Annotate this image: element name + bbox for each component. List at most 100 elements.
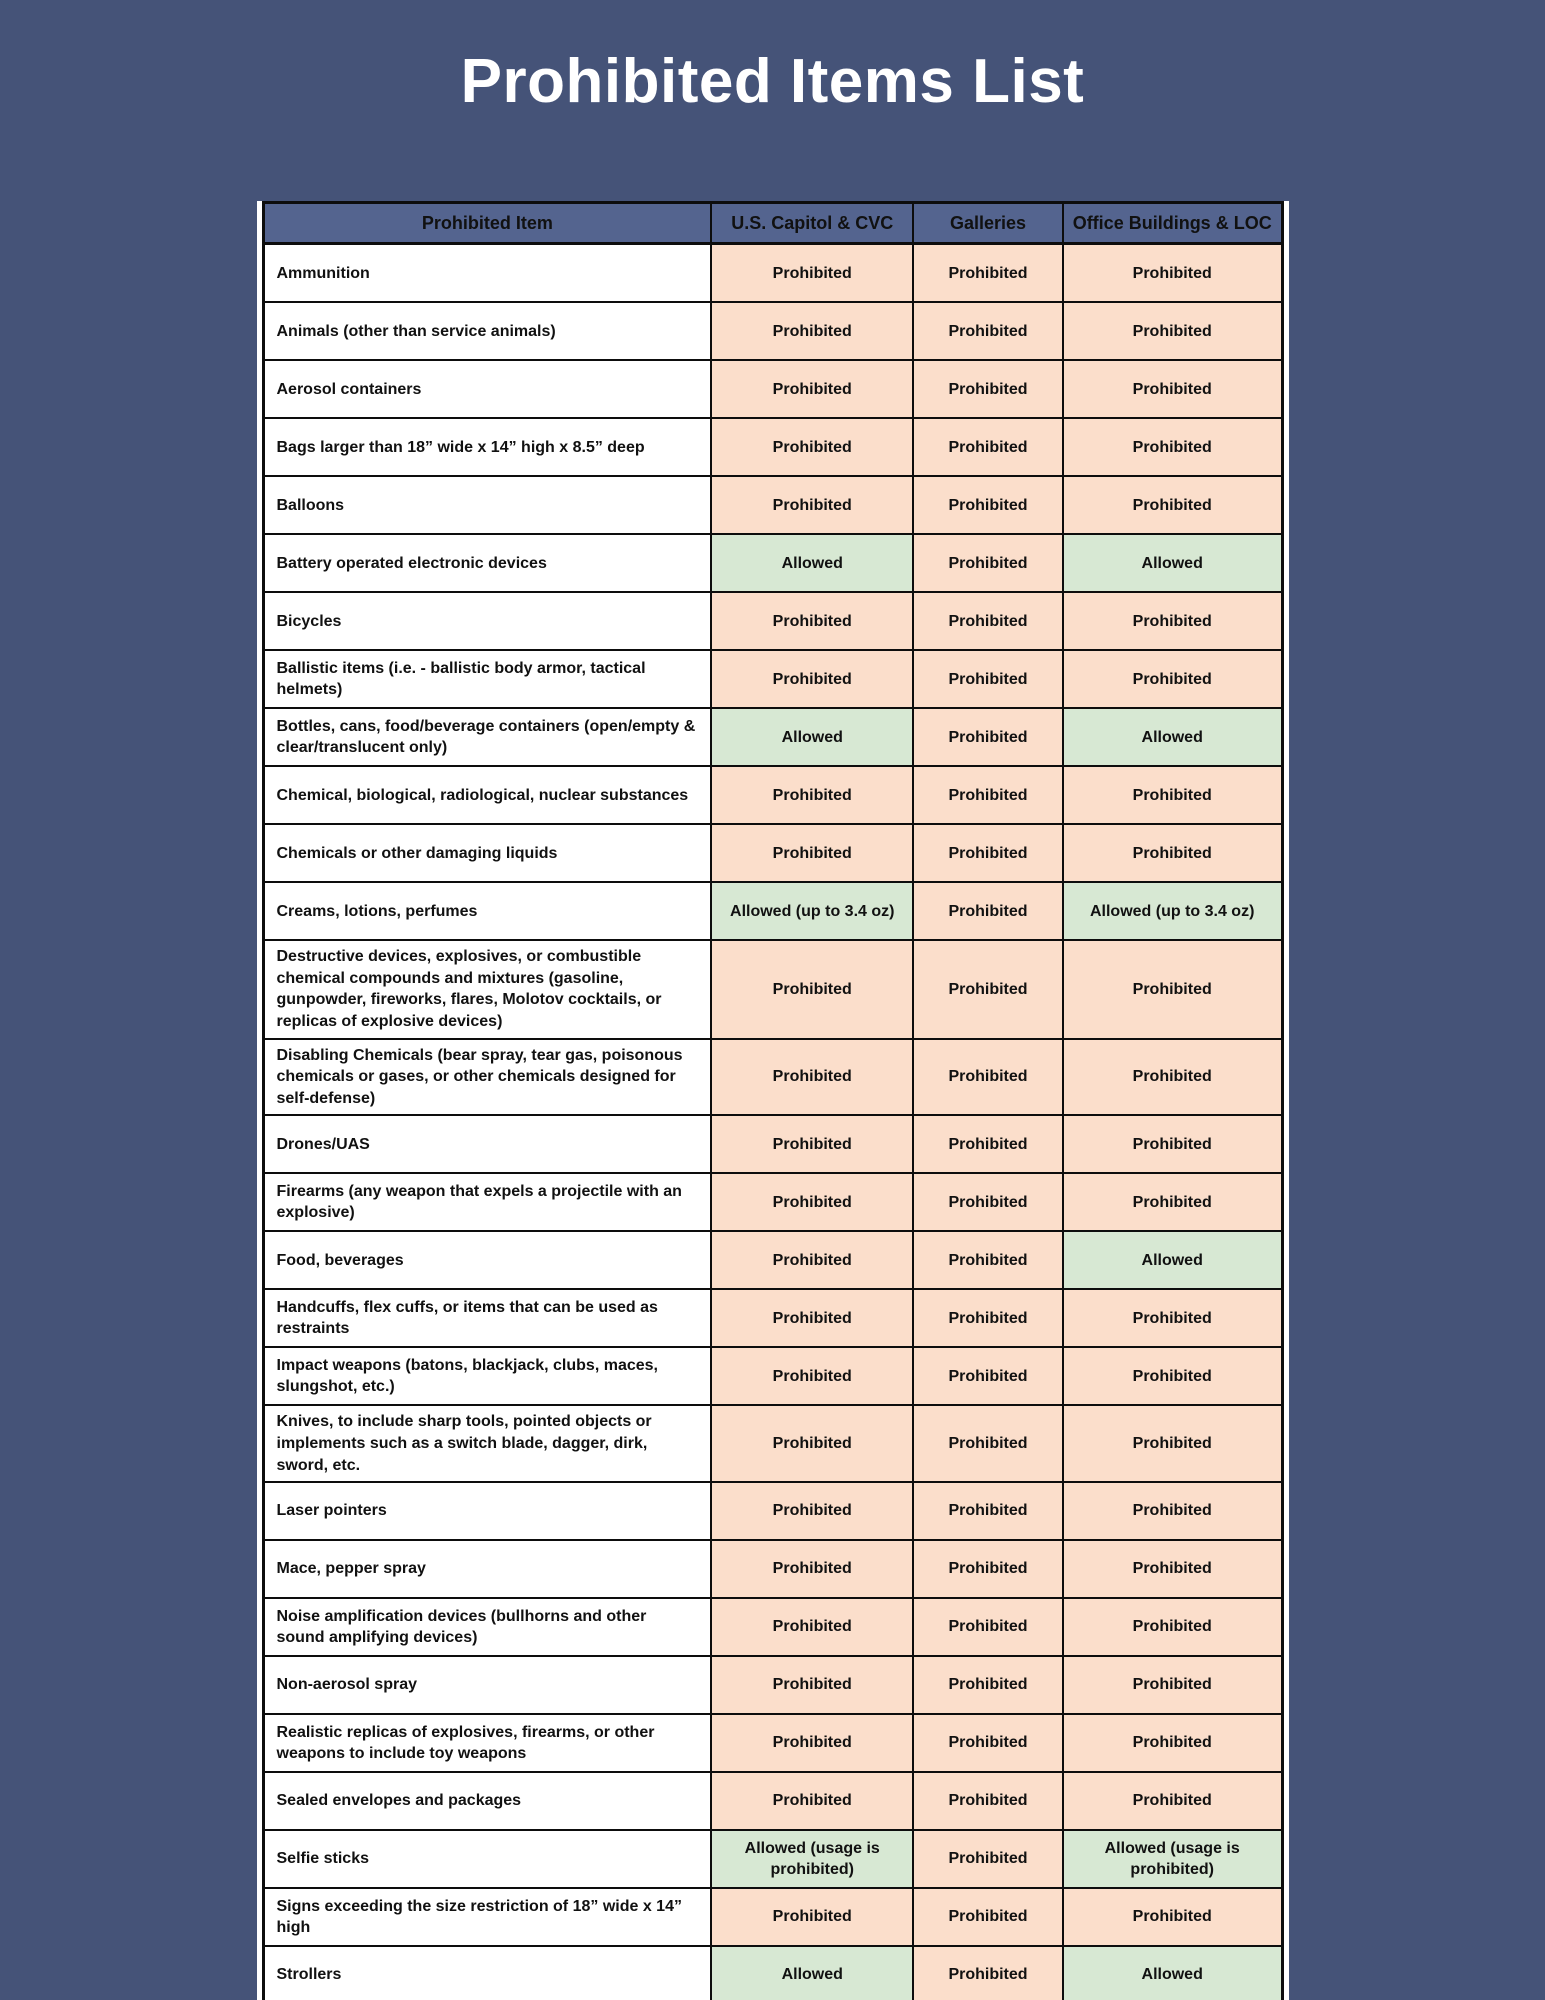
status-cell-galleries: Prohibited [912, 1945, 1064, 2000]
item-cell: Disabling Chemicals (bear spray, tear ga… [261, 1037, 713, 1117]
status-cell-office: Allowed (up to 3.4 oz) [1061, 881, 1284, 942]
status-cell-galleries: Prohibited [912, 475, 1064, 536]
prohibited-items-table-wrapper: Prohibited Item U.S. Capitol & CVC Galle… [256, 201, 1289, 2000]
status-cell-capitol: Prohibited [710, 1037, 915, 1117]
status-cell-capitol: Prohibited [710, 1114, 915, 1175]
item-cell: Sealed envelopes and packages [261, 1771, 713, 1832]
status-cell-capitol: Prohibited [710, 417, 915, 478]
status-cell-galleries: Prohibited [912, 1404, 1064, 1484]
status-cell-office: Prohibited [1061, 649, 1284, 710]
status-cell-galleries: Prohibited [912, 359, 1064, 420]
status-cell-office: Prohibited [1061, 1771, 1284, 1832]
status-cell-galleries: Prohibited [912, 1655, 1064, 1716]
status-cell-capitol: Allowed (usage is prohibited) [710, 1829, 915, 1890]
item-cell: Signs exceeding the size restriction of … [261, 1887, 713, 1948]
status-cell-galleries: Prohibited [912, 823, 1064, 884]
item-cell: Battery operated electronic devices [261, 533, 713, 594]
status-cell-office: Prohibited [1061, 242, 1284, 304]
status-cell-office: Prohibited [1061, 1597, 1284, 1658]
status-cell-office: Allowed [1061, 1230, 1284, 1291]
table-row: Balloons Prohibited Prohibited Prohibited [261, 475, 1284, 536]
item-cell: Chemical, biological, radiological, nucl… [261, 765, 713, 826]
table-row: Sealed envelopes and packages Prohibited P… [261, 1771, 1284, 1832]
item-cell: Selfie sticks [261, 1829, 713, 1890]
status-cell-capitol: Prohibited [710, 1230, 915, 1291]
table-row: Creams, lotions, perfumes Allowed (up to … [261, 881, 1284, 942]
page-title: Prohibited Items List [460, 47, 1085, 116]
column-header-galleries: Galleries [912, 201, 1064, 246]
table-row: Firearms (any weapon that expels a proje… [261, 1172, 1284, 1233]
table-row: Bags larger than 18” wide x 14” high x 8… [261, 417, 1284, 478]
table-row: Battery operated electronic devices Allow… [261, 533, 1284, 594]
item-cell: Bicycles [261, 591, 713, 652]
table-row: Destructive devices, explosives, or comb… [261, 939, 1284, 1040]
status-cell-capitol: Prohibited [710, 649, 915, 710]
status-cell-galleries: Prohibited [912, 1230, 1064, 1291]
status-cell-galleries: Prohibited [912, 417, 1064, 478]
status-cell-capitol: Prohibited [710, 475, 915, 536]
table-row: Chemical, biological, radiological, nucl… [261, 765, 1284, 826]
table-row: Impact weapons (batons, blackjack, clubs… [261, 1346, 1284, 1407]
table-row: Strollers Allowed Prohibited Allowed [261, 1945, 1284, 2000]
status-cell-office: Prohibited [1061, 1887, 1284, 1948]
status-cell-capitol: Prohibited [710, 1481, 915, 1542]
status-cell-capitol: Prohibited [710, 1346, 915, 1407]
prohibited-items-table: Prohibited Item U.S. Capitol & CVC Galle… [261, 201, 1284, 2000]
status-cell-office: Prohibited [1061, 939, 1284, 1040]
status-cell-office: Prohibited [1061, 1481, 1284, 1542]
status-cell-office: Prohibited [1061, 591, 1284, 652]
status-cell-capitol: Prohibited [710, 1597, 915, 1658]
status-cell-galleries: Prohibited [912, 1172, 1064, 1233]
item-cell: Laser pointers [261, 1481, 713, 1542]
item-cell: Realistic replicas of explosives, firear… [261, 1713, 713, 1774]
status-cell-galleries: Prohibited [912, 649, 1064, 710]
table-row: Food, beverages Prohibited Prohibited Allow… [261, 1230, 1284, 1291]
status-cell-capitol: Allowed [710, 707, 915, 768]
status-cell-office: Prohibited [1061, 359, 1284, 420]
status-cell-office: Prohibited [1061, 1037, 1284, 1117]
status-cell-capitol: Prohibited [710, 1288, 915, 1349]
item-cell: Ammunition [261, 242, 713, 304]
status-cell-capitol: Prohibited [710, 242, 915, 304]
table-row: Knives, to include sharp tools, pointed … [261, 1404, 1284, 1484]
status-cell-capitol: Allowed [710, 533, 915, 594]
column-header-us-capitol-cvc: U.S. Capitol & CVC [710, 201, 915, 246]
status-cell-galleries: Prohibited [912, 1713, 1064, 1774]
table-row: Ammunition Prohibited Prohibited Prohibited [261, 242, 1284, 304]
status-cell-office: Prohibited [1061, 823, 1284, 884]
status-cell-galleries: Prohibited [912, 1771, 1064, 1832]
status-cell-office: Prohibited [1061, 765, 1284, 826]
status-cell-capitol: Prohibited [710, 591, 915, 652]
table-row: Non-aerosol spray Prohibited Prohibited Pro… [261, 1655, 1284, 1716]
status-cell-capitol: Prohibited [710, 1771, 915, 1832]
table-row: Animals (other than service animals) Proh… [261, 301, 1284, 362]
item-cell: Strollers [261, 1945, 713, 2000]
table-row: Bicycles Prohibited Prohibited Prohibited [261, 591, 1284, 652]
status-cell-office: Prohibited [1061, 1346, 1284, 1407]
table-row: Selfie sticks Allowed (usage is prohibite… [261, 1829, 1284, 1890]
item-cell: Noise amplification devices (bullhorns a… [261, 1597, 713, 1658]
status-cell-galleries: Prohibited [912, 533, 1064, 594]
item-cell: Destructive devices, explosives, or comb… [261, 939, 713, 1040]
column-header-office-buildings-loc: Office Buildings & LOC [1061, 201, 1284, 246]
status-cell-galleries: Prohibited [912, 1539, 1064, 1600]
status-cell-office: Prohibited [1061, 1655, 1284, 1716]
status-cell-capitol: Prohibited [710, 1539, 915, 1600]
item-cell: Creams, lotions, perfumes [261, 881, 713, 942]
status-cell-capitol: Allowed [710, 1945, 915, 2000]
item-cell: Mace, pepper spray [261, 1539, 713, 1600]
status-cell-capitol: Allowed (up to 3.4 oz) [710, 881, 915, 942]
status-cell-capitol: Prohibited [710, 765, 915, 826]
status-cell-office: Prohibited [1061, 1539, 1284, 1600]
status-cell-galleries: Prohibited [912, 242, 1064, 304]
status-cell-galleries: Prohibited [912, 1829, 1064, 1890]
status-cell-office: Prohibited [1061, 1713, 1284, 1774]
item-cell: Food, beverages [261, 1230, 713, 1291]
status-cell-capitol: Prohibited [710, 939, 915, 1040]
table-body: Ammunition Prohibited Prohibited Prohibited… [261, 242, 1284, 2000]
status-cell-office: Prohibited [1061, 1114, 1284, 1175]
item-cell: Aerosol containers [261, 359, 713, 420]
status-cell-office: Prohibited [1061, 417, 1284, 478]
status-cell-galleries: Prohibited [912, 1481, 1064, 1542]
